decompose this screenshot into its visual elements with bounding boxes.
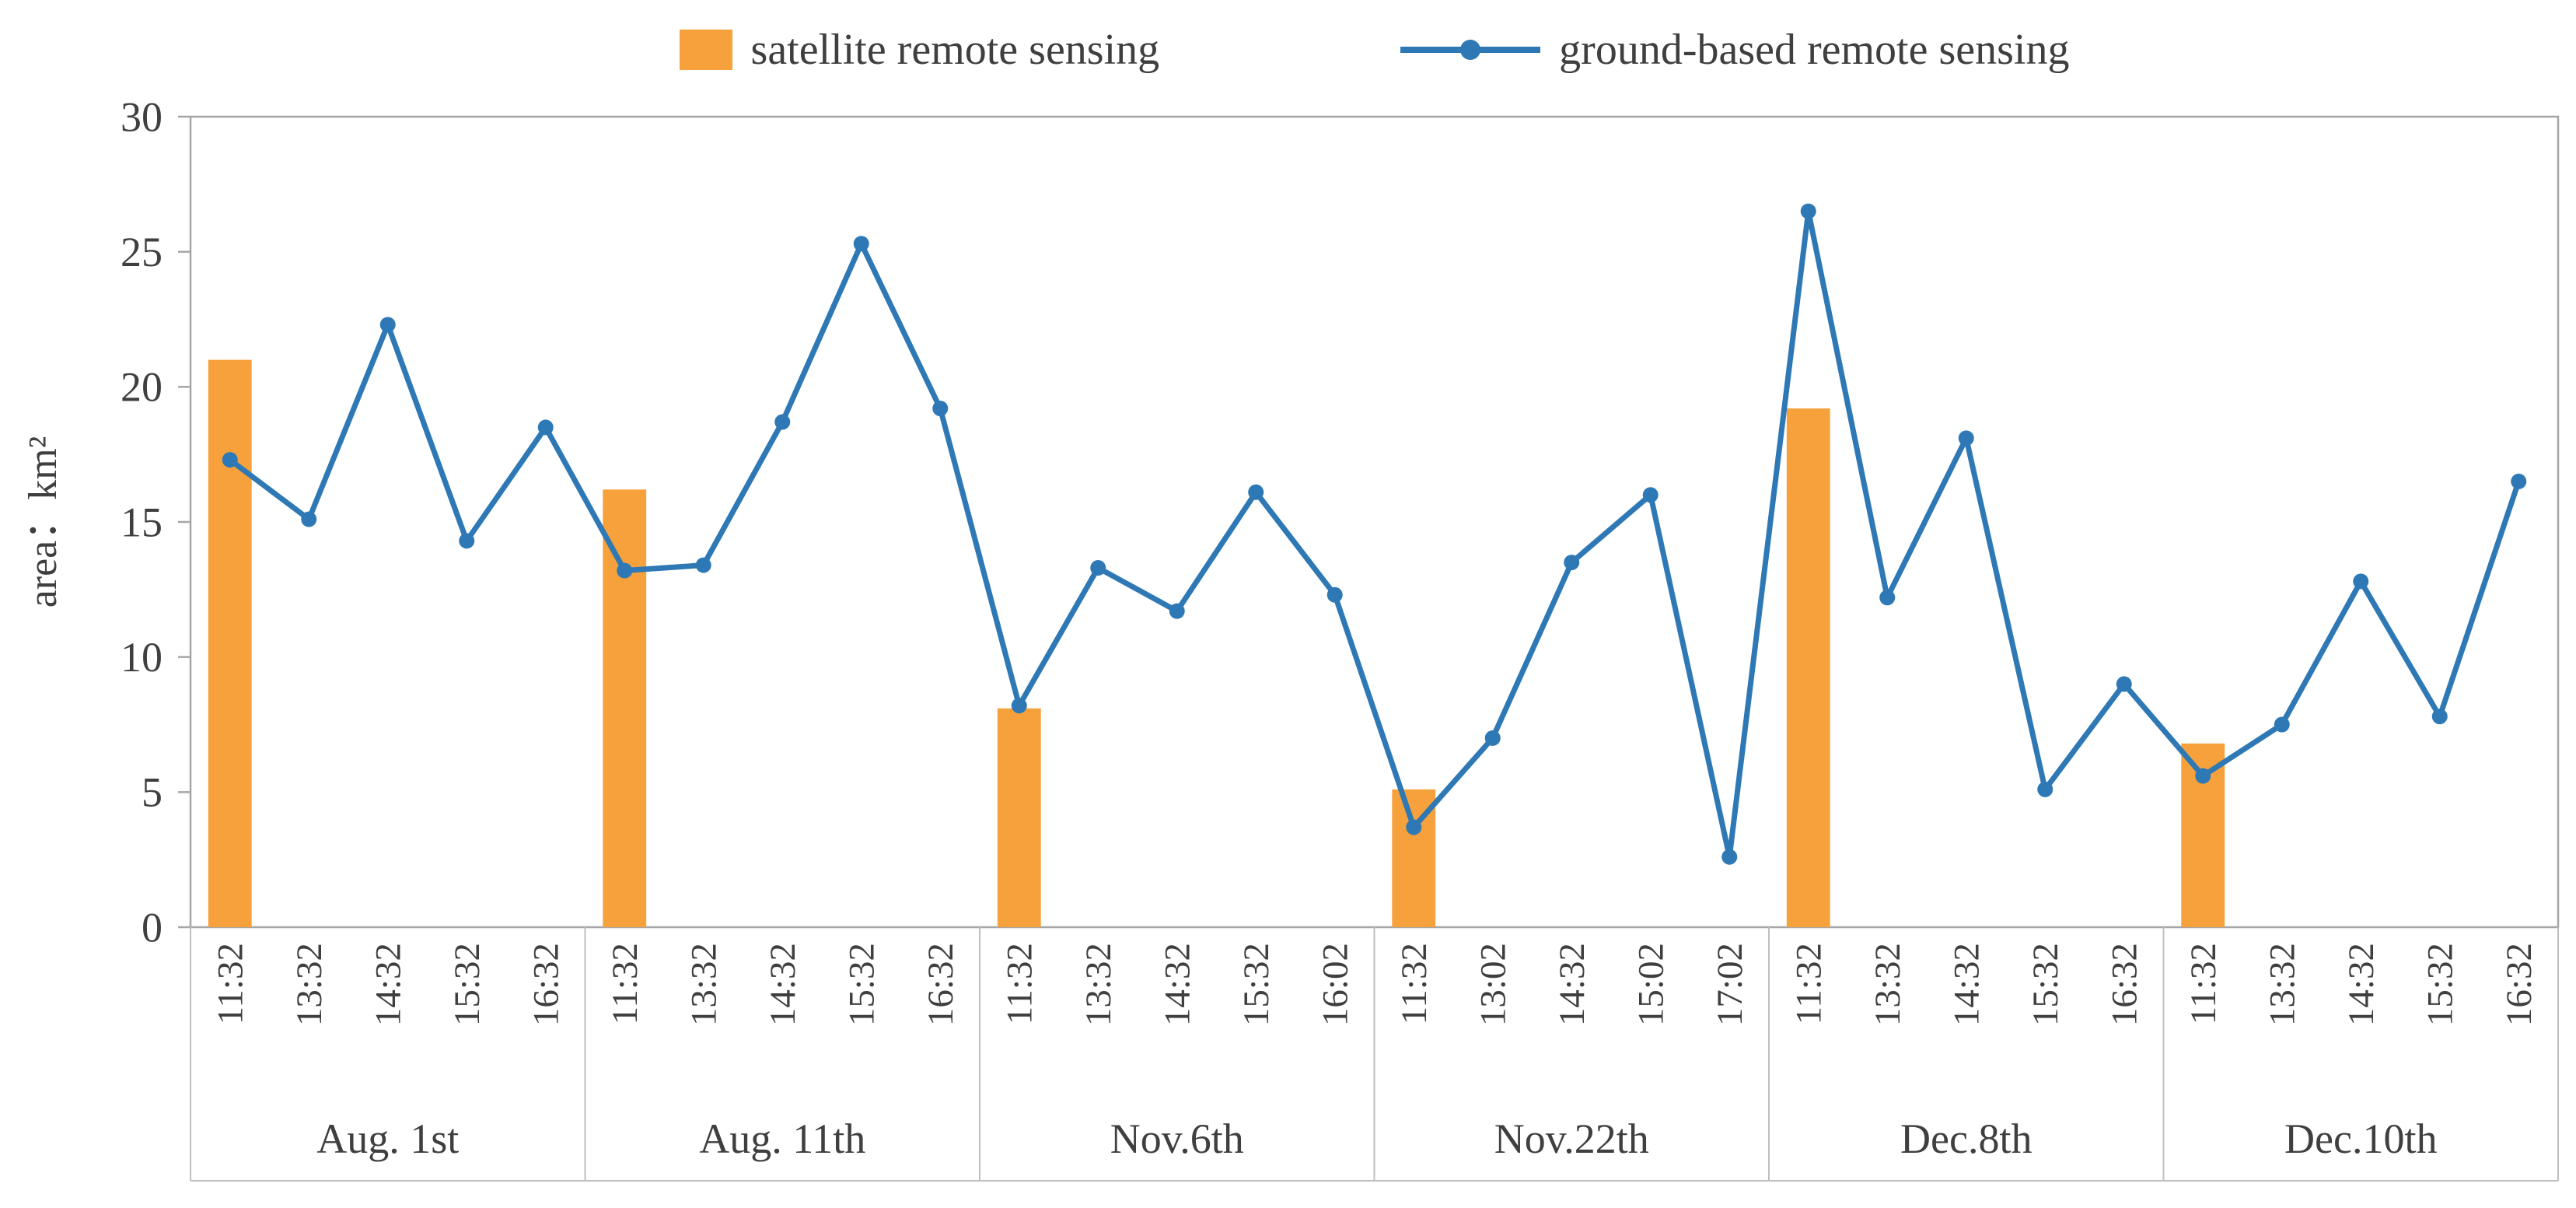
y-tick-label: 25 — [121, 229, 163, 275]
legend-label-ground: ground-based remote sensing — [1559, 26, 2070, 74]
line-marker — [1721, 849, 1738, 865]
line-marker — [1642, 487, 1658, 503]
line-marker — [2431, 709, 2448, 725]
x-tick-label: 11:32 — [211, 943, 251, 1024]
group-label: Dec.8th — [1900, 1115, 2032, 1162]
line-marker — [1800, 203, 1816, 219]
line-marker — [379, 317, 396, 333]
line-marker — [1326, 586, 1343, 603]
x-tick-label: 13:02 — [1473, 943, 1514, 1026]
x-tick-label: 15:32 — [842, 943, 883, 1026]
x-tick-label: 14:32 — [1158, 943, 1198, 1026]
legend-item-satellite: satellite remote sensing — [679, 25, 1160, 75]
x-tick-label: 16:32 — [2499, 943, 2539, 1026]
line-marker — [1406, 819, 1422, 835]
line-marker — [1090, 560, 1106, 576]
line-marker — [2511, 473, 2527, 489]
bar — [603, 489, 647, 927]
bar — [1786, 408, 1830, 927]
line-marker — [1564, 555, 1580, 571]
line-marker — [617, 562, 633, 579]
y-tick-label: 15 — [121, 499, 163, 545]
x-tick-label: 14:32 — [369, 943, 409, 1026]
line-marker — [2274, 716, 2290, 733]
x-tick-label: 15:32 — [447, 943, 488, 1026]
line-marker — [301, 511, 317, 527]
line-marker — [695, 557, 711, 573]
group-label: Aug. 11th — [699, 1115, 865, 1162]
line-marker — [932, 401, 949, 417]
legend-bar-swatch — [679, 30, 732, 70]
x-tick-label: 17:02 — [1710, 943, 1750, 1026]
line-marker — [2116, 676, 2132, 692]
x-tick-label: 15:32 — [2420, 943, 2461, 1026]
x-tick-label: 13:32 — [684, 943, 725, 1026]
line-marker — [537, 419, 554, 436]
line-marker — [1484, 730, 1501, 746]
x-tick-label: 11:32 — [1394, 943, 1435, 1024]
x-tick-label: 14:32 — [1947, 943, 1987, 1026]
group-label: Dec.10th — [2284, 1115, 2437, 1162]
x-tick-label: 13:32 — [1868, 943, 1908, 1026]
legend-label-satellite: satellite remote sensing — [750, 26, 1160, 74]
x-tick-label: 16:32 — [2105, 943, 2145, 1026]
x-tick-label: 11:32 — [1000, 943, 1040, 1024]
x-tick-label: 13:32 — [1078, 943, 1119, 1026]
bar — [208, 359, 252, 928]
x-tick-label: 11:32 — [605, 943, 645, 1024]
line-marker — [459, 533, 475, 549]
group-label: Aug. 1st — [316, 1115, 459, 1162]
line-marker — [853, 236, 869, 252]
x-tick-label: 13:32 — [2263, 943, 2303, 1026]
x-tick-label: 14:32 — [1552, 943, 1592, 1026]
x-tick-label: 16:02 — [1316, 943, 1356, 1026]
x-tick-label: 13:32 — [289, 943, 330, 1026]
legend-item-ground: ground-based remote sensing — [1400, 25, 2069, 75]
y-tick-label: 30 — [121, 93, 163, 140]
x-tick-label: 14:32 — [763, 943, 803, 1026]
legend-line-swatch — [1400, 40, 1541, 60]
line-marker — [2195, 768, 2211, 784]
line-marker — [1958, 430, 1974, 446]
x-tick-label: 14:32 — [2341, 943, 2382, 1026]
line-marker — [1011, 698, 1027, 714]
x-tick-label: 16:32 — [921, 943, 961, 1026]
legend-line-dot — [1460, 40, 1481, 60]
chart-legend: satellite remote sensing ground-based re… — [190, 11, 2558, 89]
x-tick-label: 15:32 — [2025, 943, 2066, 1026]
x-tick-label: 15:02 — [1631, 943, 1672, 1026]
line-marker — [2037, 781, 2053, 797]
group-label: Nov.22th — [1494, 1115, 1649, 1162]
line-marker — [2353, 573, 2369, 590]
line-marker — [1879, 590, 1896, 606]
line-series — [227, 208, 2522, 860]
x-tick-label: 11:32 — [2183, 943, 2224, 1024]
y-tick-label: 20 — [121, 364, 163, 411]
y-tick-label: 5 — [142, 769, 163, 816]
line-marker — [1248, 484, 1264, 500]
x-tick-label: 15:32 — [1236, 943, 1277, 1026]
y-tick-label: 10 — [121, 634, 163, 681]
line-marker — [774, 414, 791, 430]
y-tick-label: 0 — [142, 904, 163, 951]
x-tick-label: 11:32 — [1789, 943, 1830, 1024]
line-marker — [222, 452, 238, 468]
line-marker — [1169, 603, 1185, 619]
y-axis-title: area：km² — [21, 436, 65, 608]
bar — [997, 708, 1041, 927]
x-tick-label: 16:32 — [526, 943, 567, 1026]
group-label: Nov.6th — [1110, 1115, 1244, 1162]
